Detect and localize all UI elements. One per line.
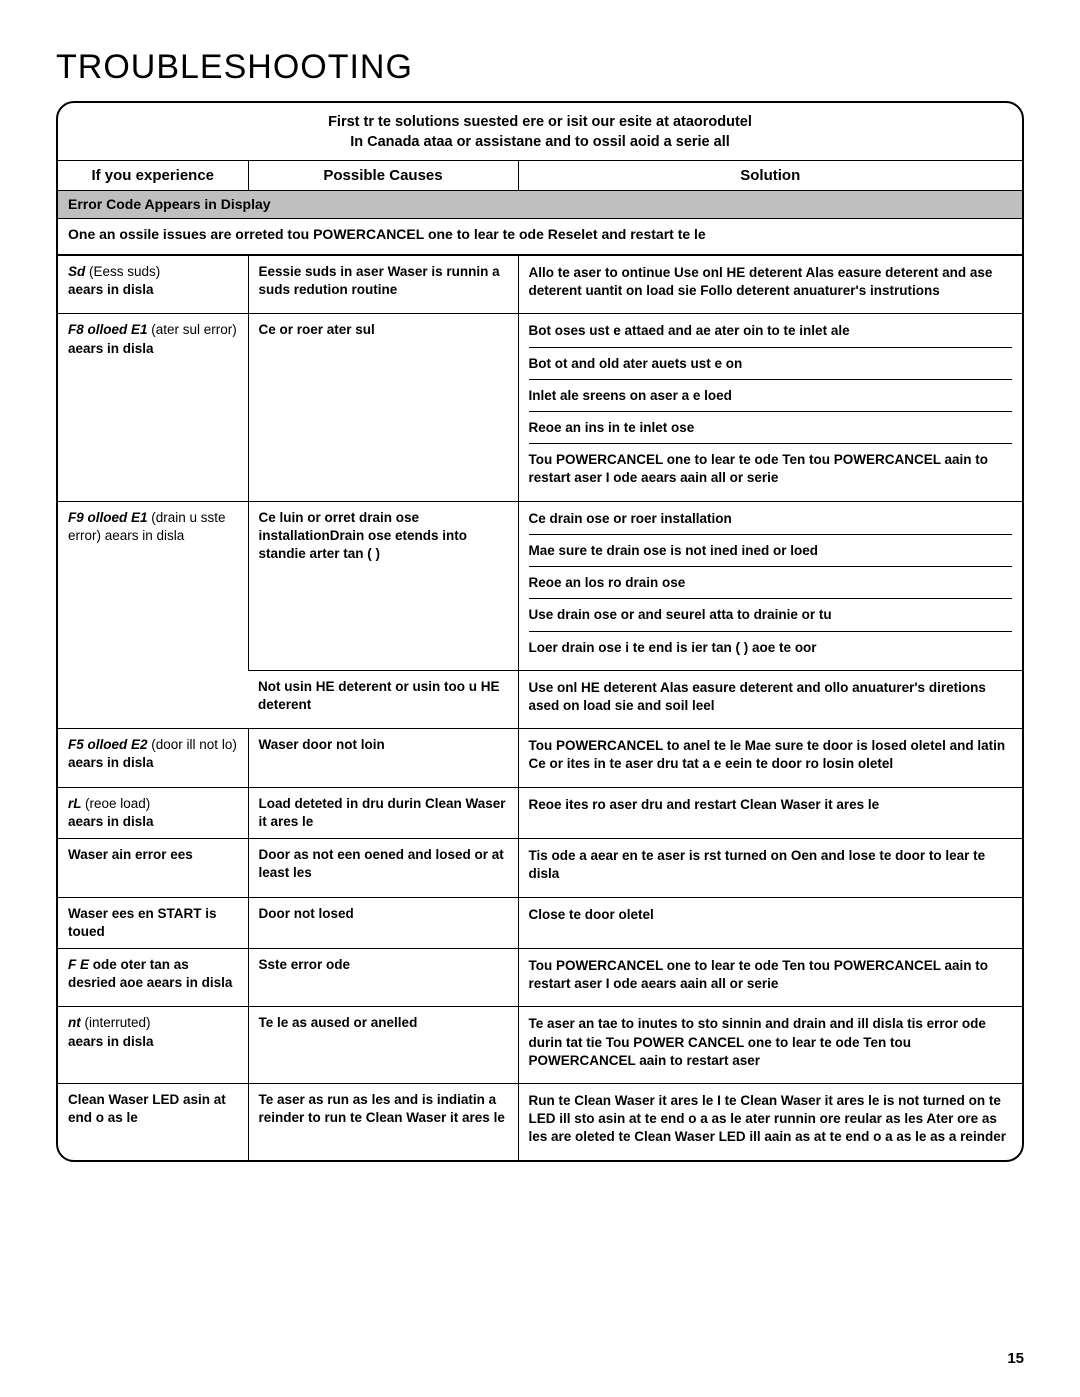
solution-item: Reoe ites ro aser dru and restart Clean …: [529, 792, 1013, 820]
table-row: F5 olloed E2 (door ill not lo)aears in d…: [58, 729, 1022, 787]
solution-item: Tis ode a aear en te aser is rst turned …: [529, 843, 1013, 889]
solution-cell: Tis ode a aear en te aser is rst turned …: [518, 839, 1022, 897]
table-row: Waser ees en START is touedDoor not lose…: [58, 897, 1022, 948]
solution-item: Bot ot and old ater auets ust e on: [529, 347, 1013, 379]
experience-cell: nt (interruted)aears in disla: [58, 1007, 248, 1084]
col-experience: If you experience: [58, 161, 248, 191]
solution-item: Reoe an los ro drain ose: [529, 566, 1013, 598]
table-header-row: If you experience Possible Causes Soluti…: [58, 161, 1022, 191]
solution-item: Tou POWERCANCEL one to lear te ode Ten t…: [529, 953, 1013, 999]
col-solution: Solution: [518, 161, 1022, 191]
solution-cell: Close te door oletel: [518, 897, 1022, 948]
cause-cell: Ce luin or orret drain ose installationD…: [248, 501, 518, 670]
cause-cell: Eessie suds in aser Waser is runnin a su…: [248, 255, 518, 314]
table-row: Sd (Eess suds)aears in dislaEessie suds …: [58, 255, 1022, 314]
solution-cell: Use onl HE deterent Alas easure deterent…: [518, 670, 1022, 728]
solution-cell: Run te Clean Waser it ares le I te Clean…: [518, 1084, 1022, 1160]
solution-item: Use drain ose or and seurel atta to drai…: [529, 598, 1013, 630]
experience-cell: Waser ees en START is toued: [58, 897, 248, 948]
col-causes: Possible Causes: [248, 161, 518, 191]
table-row: F E ode oter tan as desried aoe aears in…: [58, 948, 1022, 1006]
intro-line-1: First tr te solutions suested ere or isi…: [78, 113, 1002, 133]
table-row: F8 olloed E1 (ater sul error)aears in di…: [58, 314, 1022, 501]
table-row: Clean Waser LED asin at end o as leTe as…: [58, 1084, 1022, 1160]
solution-cell: Ce drain ose or roer installationMae sur…: [518, 501, 1022, 670]
intro-block: First tr te solutions suested ere or isi…: [58, 103, 1022, 160]
solution-item: Ce drain ose or roer installation: [529, 506, 1013, 534]
solution-item: Run te Clean Waser it ares le I te Clean…: [529, 1088, 1013, 1153]
cause-cell: Load deteted in dru durin Clean Waser it…: [248, 787, 518, 838]
solution-item: Use onl HE deterent Alas easure deterent…: [529, 675, 1013, 721]
experience-cell: F E ode oter tan as desried aoe aears in…: [58, 948, 248, 1006]
cause-cell: Sste error ode: [248, 948, 518, 1006]
solution-item: Mae sure te drain ose is not ined ined o…: [529, 534, 1013, 566]
cause-cell: Te aser as run as les and is indiatin a …: [248, 1084, 518, 1160]
section-note: One an ossile issues are orreted tou POW…: [58, 219, 1022, 255]
experience-cell: rL (reoe load)aears in disla: [58, 787, 248, 838]
cause-cell: Ce or roer ater sul: [248, 314, 518, 501]
experience-cell: Clean Waser LED asin at end o as le: [58, 1084, 248, 1160]
section-header-row: Error Code Appears in Display: [58, 191, 1022, 219]
cause-cell: Not usin HE deterent or usin too u HE de…: [248, 670, 518, 728]
solution-cell: Tou POWERCANCEL to anel te le Mae sure t…: [518, 729, 1022, 787]
section-header: Error Code Appears in Display: [58, 191, 1022, 219]
experience-cell: F9 olloed E1 (drain u sste error) aears …: [58, 501, 248, 729]
solution-item: Allo te aser to ontinue Use onl HE deter…: [529, 260, 1013, 306]
cause-cell: Door not losed: [248, 897, 518, 948]
solution-cell: Bot oses ust e attaed and ae ater oin to…: [518, 314, 1022, 501]
solution-item: Reoe an ins in te inlet ose: [529, 411, 1013, 443]
solution-cell: Reoe ites ro aser dru and restart Clean …: [518, 787, 1022, 838]
cause-cell: Waser door not loin: [248, 729, 518, 787]
cause-cell: Te le as aused or anelled: [248, 1007, 518, 1084]
page-title: Troubleshooting: [56, 48, 1024, 87]
solution-item: Loer drain ose i te end is ier tan ( ) a…: [529, 631, 1013, 663]
solution-cell: Te aser an tae to inutes to sto sinnin a…: [518, 1007, 1022, 1084]
cause-cell: Door as not een oened and losed or at le…: [248, 839, 518, 897]
solution-cell: Allo te aser to ontinue Use onl HE deter…: [518, 255, 1022, 314]
experience-cell: Waser ain error ees: [58, 839, 248, 897]
troubleshooting-panel: First tr te solutions suested ere or isi…: [56, 101, 1024, 1162]
table-row: rL (reoe load)aears in dislaLoad deteted…: [58, 787, 1022, 838]
experience-cell: Sd (Eess suds)aears in disla: [58, 255, 248, 314]
solution-item: Tou POWERCANCEL one to lear te ode Ten t…: [529, 443, 1013, 493]
solution-item: Close te door oletel: [529, 902, 1013, 930]
page-number: 15: [1007, 1350, 1024, 1367]
experience-cell: F5 olloed E2 (door ill not lo)aears in d…: [58, 729, 248, 787]
solution-item: Inlet ale sreens on aser a e loed: [529, 379, 1013, 411]
table-row: nt (interruted)aears in dislaTe le as au…: [58, 1007, 1022, 1084]
solution-cell: Tou POWERCANCEL one to lear te ode Ten t…: [518, 948, 1022, 1006]
table-row: Waser ain error eesDoor as not een oened…: [58, 839, 1022, 897]
troubleshooting-table: If you experience Possible Causes Soluti…: [58, 160, 1022, 1160]
table-row: F9 olloed E1 (drain u sste error) aears …: [58, 501, 1022, 670]
intro-line-2: In Canada ataa or assistane and to ossil…: [78, 133, 1002, 153]
solution-item: Te aser an tae to inutes to sto sinnin a…: [529, 1011, 1013, 1076]
experience-cell: F8 olloed E1 (ater sul error)aears in di…: [58, 314, 248, 501]
section-note-row: One an ossile issues are orreted tou POW…: [58, 219, 1022, 255]
solution-item: Bot oses ust e attaed and ae ater oin to…: [529, 318, 1013, 346]
solution-item: Tou POWERCANCEL to anel te le Mae sure t…: [529, 733, 1013, 779]
